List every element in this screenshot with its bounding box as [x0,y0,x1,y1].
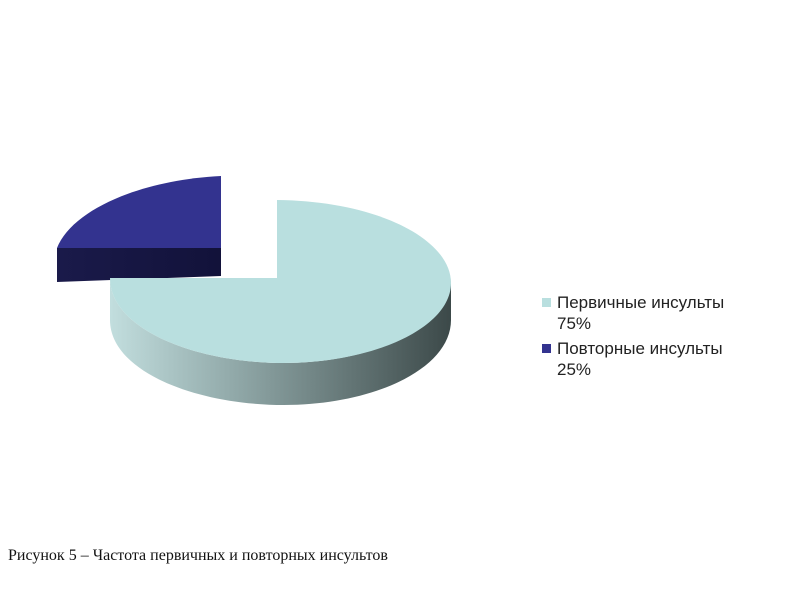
legend-item-secondary: Повторные инсульты 25% [542,338,792,380]
legend-swatch-secondary [542,344,551,353]
pie-slice-secondary-side [57,248,221,282]
legend-label-secondary: Повторные инсульты [557,339,723,358]
legend-label-primary: Первичные инсульты [557,293,725,312]
legend-value-primary: 75% [557,314,592,333]
figure-caption: Рисунок 5 – Частота первичных и повторны… [8,547,388,564]
legend-value-secondary: 25% [557,360,592,379]
pie-slice-secondary-top [57,176,221,248]
pie-slice-primary-side [110,278,451,405]
legend-swatch-primary [542,298,551,307]
pie-slice-primary-top [110,200,451,363]
pie-slice-secondary [57,176,221,282]
legend: Первичные инсульты 75% Повторные инсульт… [542,292,792,384]
legend-item-primary: Первичные инсульты 75% [542,292,792,334]
pie-slice-primary [110,200,451,405]
